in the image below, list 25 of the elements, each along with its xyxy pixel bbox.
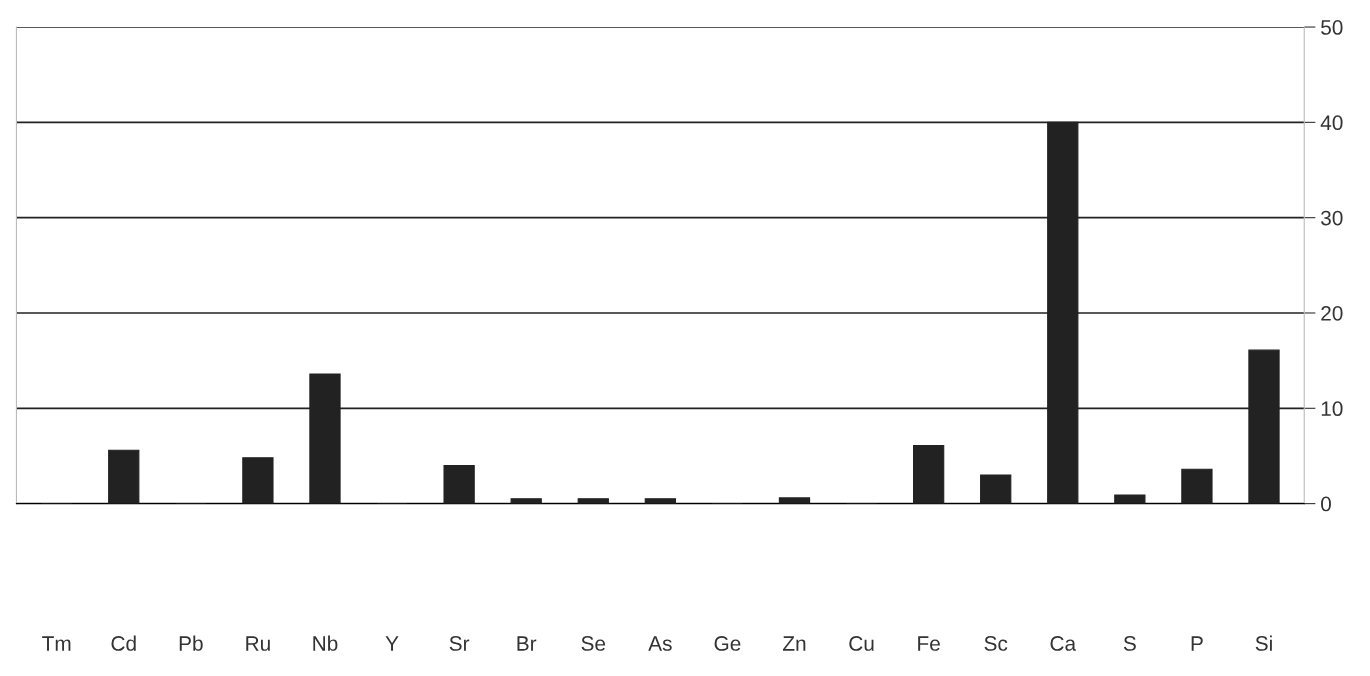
x-tick-label: Nb — [313, 635, 338, 651]
x-tick-label: Fe — [918, 636, 940, 651]
x-tick-label: Cd — [111, 635, 136, 651]
y-tick-label: 40 — [1320, 115, 1343, 131]
x-tick-label: Ru — [246, 636, 270, 651]
y-tick-label: 30 — [1321, 210, 1343, 226]
x-tick-label: Pb — [179, 635, 203, 651]
x-tick-label: Sr — [449, 636, 470, 651]
y-tick-label: 0 — [1321, 496, 1331, 512]
x-tick-label: P — [1191, 636, 1203, 651]
x-tick-label: As — [648, 636, 672, 651]
x-tick-label: Tm — [42, 636, 71, 651]
x-tick-label: Y — [385, 636, 399, 651]
x-tick-label: Se — [581, 636, 606, 651]
x-tick-label: Ge — [714, 636, 741, 651]
x-tick-label: Cu — [849, 636, 874, 651]
x-tick-label: Sc — [984, 636, 1008, 651]
x-tick-label: Si — [1255, 635, 1272, 651]
x-tick-label: Br — [517, 636, 537, 651]
x-tick-label: Zn — [782, 636, 806, 651]
y-tick-label: 50 — [1321, 20, 1343, 35]
y-tick-label: 20 — [1321, 305, 1343, 321]
x-tick-label: Ca — [1050, 636, 1077, 651]
x-tick-label: S — [1123, 636, 1136, 651]
y-tick-label: 10 — [1321, 401, 1343, 417]
